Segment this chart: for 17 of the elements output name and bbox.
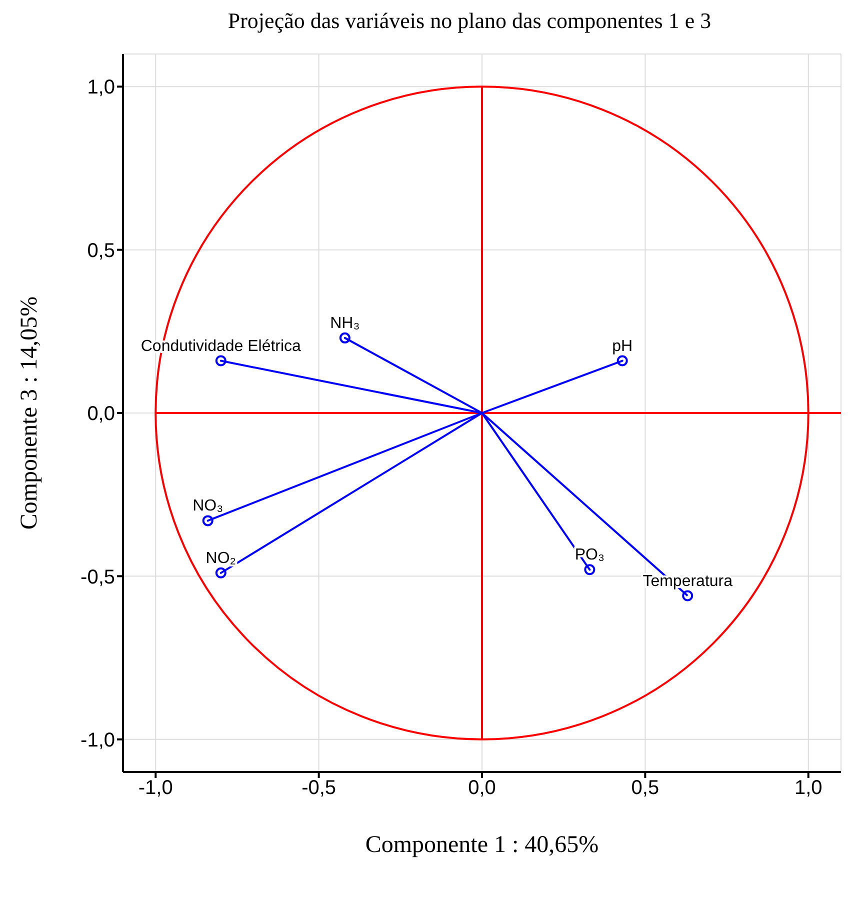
x-axis-title: Componente 1 : 40,65% [365, 832, 599, 858]
x-tick-label: 0,5 [631, 777, 660, 800]
annotation: pH [612, 338, 633, 355]
x-tick-label: 1,0 [794, 777, 822, 800]
y-tick-label: 0,5 [87, 240, 115, 262]
y-tick-label: 0,0 [87, 403, 115, 426]
annotation: NH₃ [330, 314, 360, 332]
chart-title: Projeção das variáveis no plano das componentes 1 e 3 [226, 8, 712, 34]
y-tick-label: 1,0 [87, 76, 115, 99]
y-axis-title: Componente 3 : 14,05% [16, 296, 43, 530]
y-tick-label: -1,0 [80, 729, 115, 752]
annotation: NO₃ [192, 498, 224, 515]
y-tick-label: -0,5 [80, 566, 115, 588]
x-tick-label: -1,0 [138, 777, 173, 800]
annotation: NO₂ [206, 550, 236, 567]
x-tick-label: 0,0 [468, 777, 496, 800]
x-tick-label: -0,5 [302, 777, 336, 800]
